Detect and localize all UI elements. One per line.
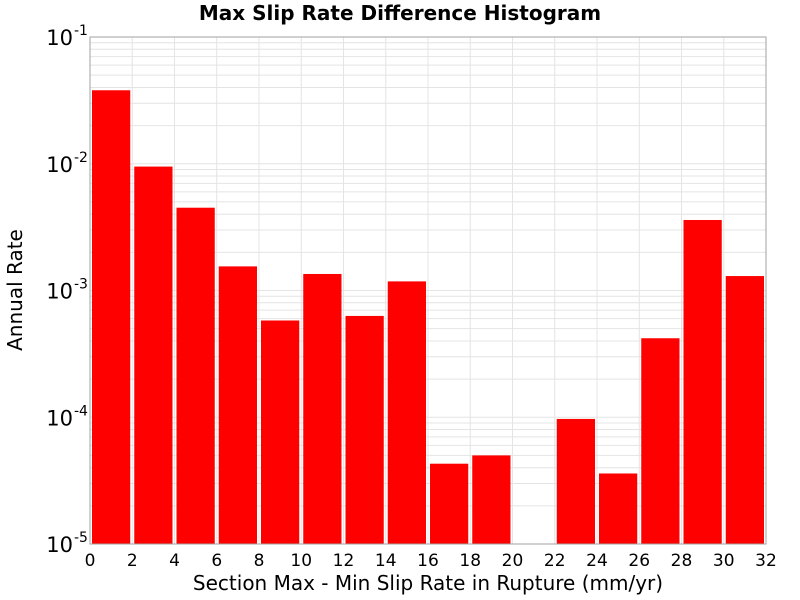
y-tick-exponent: -1 (74, 23, 88, 39)
y-tick-base: 10 (46, 406, 73, 430)
histogram-bar (303, 273, 342, 544)
x-axis-ticks: 0 2 4 6 8 10 12 14 16 18 20 22 24 26 28 30 32 (85, 551, 777, 571)
x-tick-label: 26 (628, 551, 650, 571)
y-tick-exponent: -2 (74, 150, 88, 166)
histogram-bar (261, 320, 300, 544)
x-tick-label: 2 (127, 551, 138, 571)
y-tick-exponent: -3 (74, 277, 88, 293)
histogram-bar (387, 281, 426, 544)
x-tick-label: 8 (254, 551, 265, 571)
histogram-bar (683, 219, 722, 545)
histogram-bar (218, 266, 257, 544)
histogram-bar (725, 276, 764, 544)
y-tick-base: 10 (46, 153, 73, 177)
histogram-bar (345, 315, 384, 544)
y-tick-base: 10 (46, 280, 73, 304)
y-tick-label: 10 -4 (46, 403, 88, 430)
plot-frame (89, 36, 767, 545)
x-tick-label: 32 (755, 551, 777, 571)
histogram-bar (641, 338, 680, 544)
x-tick-label: 20 (502, 551, 524, 571)
y-tick-exponent: -4 (74, 403, 88, 419)
histogram-bar (134, 166, 173, 544)
histogram-bar (92, 90, 131, 545)
x-tick-label: 22 (544, 551, 566, 571)
y-tick-label: 10 -3 (46, 277, 88, 304)
x-tick-label: 4 (169, 551, 180, 571)
histogram-bar (430, 463, 469, 544)
x-tick-label: 6 (211, 551, 222, 571)
y-tick-base: 10 (46, 26, 73, 50)
y-tick-exponent: -5 (74, 530, 88, 546)
histogram-bar (556, 418, 595, 544)
y-tick-base: 10 (46, 533, 73, 557)
bars (92, 90, 764, 545)
x-tick-label: 0 (85, 551, 96, 571)
y-tick-label: 10 -5 (46, 530, 88, 557)
y-axis-ticks: 10-510-410-310-210-1 (46, 23, 88, 557)
x-tick-label: 16 (417, 551, 439, 571)
x-tick-label: 10 (290, 551, 312, 571)
x-tick-label: 30 (713, 551, 735, 571)
y-tick-label: 10 -2 (46, 150, 88, 177)
x-tick-label: 12 (333, 551, 355, 571)
chart-title: Max Slip Rate Difference Histogram (199, 1, 601, 25)
histogram-bar (599, 473, 638, 544)
x-tick-label: 28 (671, 551, 693, 571)
x-axis-label: Section Max - Min Slip Rate in Rupture (… (193, 571, 663, 595)
x-tick-label: 18 (459, 551, 481, 571)
y-tick-label: 10 -1 (46, 23, 88, 50)
y-axis-label: Annual Rate (3, 229, 27, 351)
x-tick-label: 14 (375, 551, 397, 571)
x-tick-label: 24 (586, 551, 608, 571)
histogram-bar (176, 207, 215, 544)
histogram-bar (472, 455, 511, 544)
